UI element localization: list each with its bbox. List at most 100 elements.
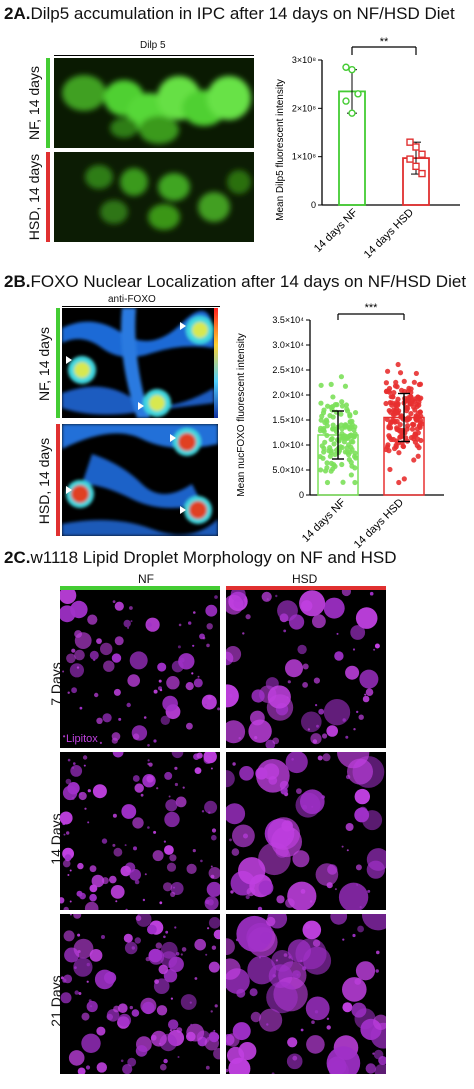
- lipid-droplet: [266, 916, 276, 927]
- chart-a-point: [354, 90, 362, 98]
- lipid-droplet: [314, 1010, 319, 1014]
- lipid-droplet: [355, 961, 376, 981]
- lipid-droplet: [60, 976, 64, 980]
- lipid-droplet: [99, 741, 102, 744]
- lipid-droplet: [112, 752, 124, 758]
- chart-b-point: [320, 410, 327, 416]
- lipid-droplet: [302, 663, 309, 670]
- lipid-droplet: [213, 1029, 216, 1032]
- chart-b-point: [387, 400, 393, 406]
- lipid-droplet: [210, 767, 213, 770]
- lipid-droplet: [251, 689, 265, 703]
- lut-colorbar: [214, 308, 218, 418]
- lipid-droplet: [334, 888, 337, 891]
- lipid-droplet: [361, 914, 386, 931]
- lipid-droplet: [94, 969, 115, 990]
- chart-b-point: [391, 445, 398, 452]
- chart-b-point: [396, 479, 402, 486]
- lipid-droplet: [89, 893, 97, 902]
- foxo-nf-image: [62, 308, 214, 418]
- lipid-droplet: [163, 969, 178, 983]
- lipid-droplet: [326, 1046, 361, 1074]
- chart-b-point: [387, 409, 394, 415]
- arrowhead-icon: [180, 322, 186, 330]
- lipid-droplet: [79, 706, 83, 710]
- lipid-droplet: [71, 796, 75, 800]
- row-label-nf-a: NF, 14 days: [26, 66, 42, 140]
- lipid-droplet: [250, 1011, 262, 1023]
- chart-b-point: [318, 382, 324, 388]
- lipid-droplet: [345, 735, 349, 739]
- lipid-droplet: [364, 693, 367, 696]
- chart-a-xlabel-nf: 14 days NF: [312, 206, 360, 254]
- lipid-droplet: [123, 619, 131, 628]
- lipid-droplet: [334, 651, 344, 661]
- lipid-droplet: [287, 881, 317, 910]
- lipid-droplet: [210, 865, 213, 868]
- chart-b-ytick-label: 3.5×10⁴: [272, 315, 304, 325]
- lipid-droplet: [152, 850, 164, 862]
- chart-b-point: [342, 383, 349, 389]
- lipid-droplet: [203, 753, 206, 756]
- lipid-droplet: [301, 600, 313, 612]
- lipid-droplet: [206, 643, 210, 648]
- lipid-droplet: [214, 1004, 218, 1008]
- panel-a-label: 2A.: [4, 4, 31, 23]
- lipid-droplet: [275, 594, 278, 598]
- lipid-droplet: [168, 1019, 179, 1030]
- lipid-droplet: [287, 1037, 298, 1048]
- lipid-droplet: [163, 840, 166, 843]
- chart-b-point: [338, 374, 345, 380]
- lipid-droplet: [312, 614, 326, 629]
- chart-b-point: [387, 466, 393, 473]
- lipid-droplet: [129, 1005, 133, 1010]
- foxo-header: anti-FOXO: [108, 294, 156, 305]
- lipid-droplet: [77, 933, 81, 937]
- lipid-droplet: [68, 1050, 85, 1066]
- panel-c-label: 2C.: [4, 548, 31, 567]
- dilp5-header: Dilp 5: [140, 40, 166, 51]
- lipid-droplet: [272, 737, 280, 745]
- lipid-droplet: [86, 980, 89, 983]
- lipid-droplet: [122, 1064, 133, 1074]
- nf-row-marker-b: [56, 308, 60, 418]
- lipid-droplet: [208, 867, 220, 880]
- chart-b-point: [352, 431, 358, 437]
- chart-b-point: [346, 452, 352, 458]
- lipid-droplet: [69, 914, 72, 916]
- lipid-droplet: [297, 644, 307, 655]
- lipid-nf-14days: [60, 752, 220, 910]
- lipid-droplet: [271, 950, 294, 972]
- lipid-droplet: [67, 782, 80, 795]
- chart-b-point: [407, 393, 414, 400]
- lipid-droplet: [114, 601, 124, 611]
- chart-b-point: [328, 436, 334, 443]
- chart-b-point: [352, 479, 358, 486]
- lipid-droplet: [311, 805, 314, 808]
- chart-b-point: [393, 379, 399, 386]
- lipid-droplet: [352, 648, 356, 651]
- lipid-droplet: [69, 663, 84, 678]
- lipid-droplet: [192, 644, 195, 647]
- lipid-droplet: [170, 882, 184, 895]
- arrowhead-icon: [66, 356, 72, 364]
- chart-b-point: [319, 443, 325, 449]
- lipid-droplet: [350, 625, 366, 640]
- chart-b-point: [331, 441, 337, 447]
- lipid-droplet: [283, 629, 287, 633]
- lipid-droplet: [311, 1020, 315, 1024]
- hsd-row-marker-b: [56, 424, 60, 536]
- lipid-droplet: [352, 933, 356, 938]
- lipid-droplet: [316, 724, 319, 728]
- lipid-droplets: [60, 590, 220, 747]
- lipid-droplet: [175, 952, 180, 956]
- lipid-droplet: [326, 882, 333, 889]
- lipid-droplet: [365, 688, 374, 696]
- row-label-hsd-a: HSD, 14 days: [26, 153, 42, 241]
- lipid-droplet: [276, 895, 285, 904]
- lipid-droplet: [261, 591, 272, 602]
- lipid-droplet: [210, 874, 215, 879]
- chart-b-ytick-label: 2.0×10⁴: [272, 390, 304, 400]
- lipid-droplet: [153, 689, 158, 694]
- lipid-droplet: [118, 1013, 132, 1027]
